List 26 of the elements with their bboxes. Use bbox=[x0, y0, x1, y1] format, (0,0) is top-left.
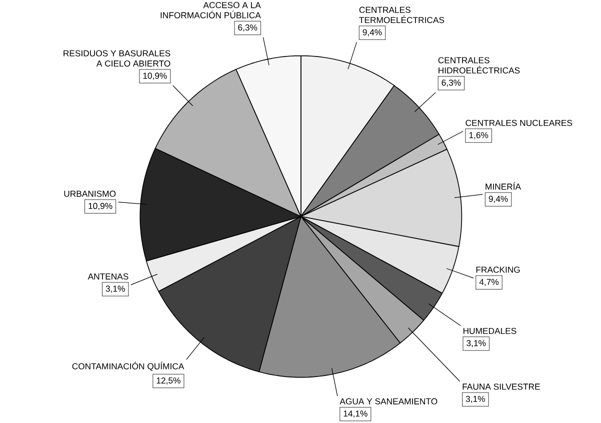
data-label: 10,9% bbox=[88, 202, 112, 210]
data-label: 14,1% bbox=[344, 410, 368, 418]
slice-label: URBANISMO bbox=[64, 190, 116, 197]
slice-label: ACCESO A LA INFORMACIÓN PÚBLICA bbox=[160, 2, 261, 18]
slice-label: CONTAMINACIÓN QUÍMICA bbox=[72, 362, 184, 371]
data-label: 3,1% bbox=[106, 286, 125, 293]
data-label: 9,4% bbox=[362, 29, 382, 36]
slice-label: CENTRALES NUCLEARES bbox=[466, 120, 572, 126]
data-label: 3,1% bbox=[466, 340, 486, 348]
slice-label: MINERÍA bbox=[486, 182, 521, 190]
data-label: 1,6% bbox=[469, 132, 488, 140]
data-label: 4,7% bbox=[479, 278, 499, 286]
slice-label: HUMEDALES bbox=[464, 328, 516, 334]
data-label: 12,5% bbox=[156, 377, 180, 385]
data-label: 9,4% bbox=[488, 196, 508, 203]
data-label: 10,9% bbox=[143, 72, 167, 80]
data-label: 6,3% bbox=[238, 24, 258, 32]
data-label: 6,3% bbox=[442, 80, 461, 87]
slice-label: FAUNA SILVESTRE bbox=[462, 384, 540, 390]
slice-label: AGUA Y SANEAMIENTO bbox=[340, 398, 438, 404]
slice-label: RESIDUOS Y BASURALES A CIELO ABIERTO bbox=[64, 50, 170, 67]
data-label: 3,1% bbox=[466, 396, 485, 403]
slice-label: FRACKING bbox=[476, 266, 520, 273]
slice-label: CENTRALES HIDROELÉCTRICAS bbox=[438, 57, 520, 74]
slice-label: CENTRALES TERMOELÉCTRICAS bbox=[359, 6, 444, 24]
slice-label: ANTENAS bbox=[88, 273, 128, 280]
